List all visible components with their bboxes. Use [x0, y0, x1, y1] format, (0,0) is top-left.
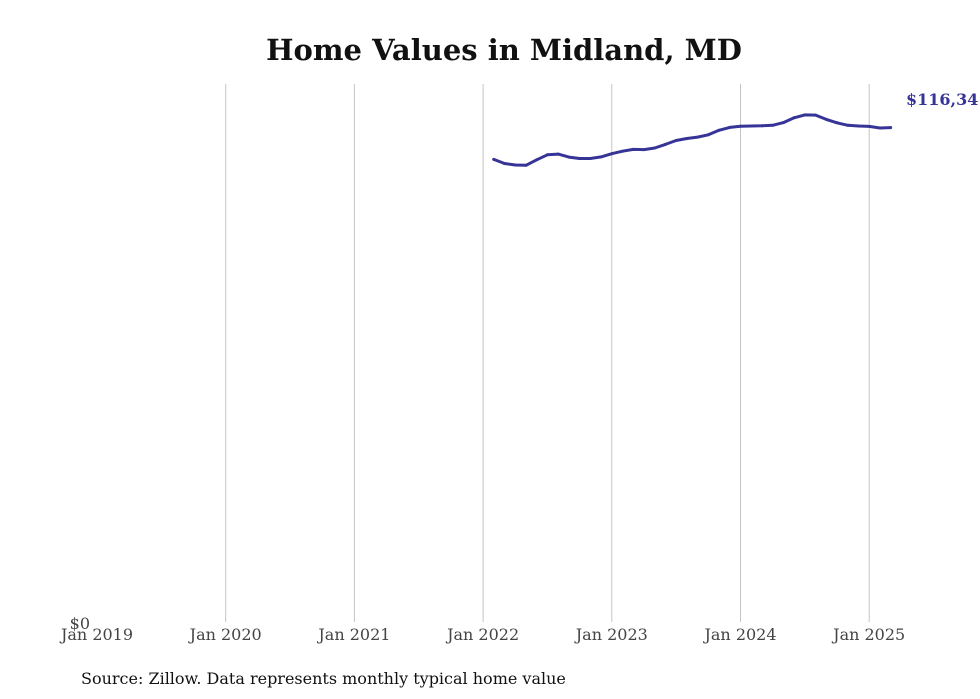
data-point-2022-06	[535, 158, 539, 162]
data-point-2023-10	[706, 133, 710, 137]
x-tick-label-2020: Jan 2020	[188, 625, 262, 644]
data-point-2025-01	[867, 124, 871, 128]
data-point-2023-09	[696, 135, 700, 139]
data-point-2025-03	[889, 126, 893, 130]
data-point-2022-11	[588, 157, 592, 160]
data-point-2023-06	[663, 142, 667, 146]
data-point-2024-07	[803, 113, 807, 117]
x-tick-label-2024: Jan 2024	[702, 625, 776, 644]
data-point-2022-09	[567, 155, 571, 159]
home-value-line	[492, 113, 893, 167]
data-point-2024-11	[846, 123, 850, 127]
data-point-2024-05	[781, 121, 785, 125]
x-axis-tick-labels: Jan 2019 Jan 2020 Jan 2021 Jan 2022 Jan 2023…	[59, 625, 905, 644]
vertical-gridlines	[225, 84, 870, 622]
y-tick-label-0: $0	[70, 614, 90, 633]
data-point-2025-02	[878, 126, 882, 130]
data-point-2023-04	[642, 148, 646, 152]
x-tick-label-2022: Jan 2022	[445, 625, 519, 644]
x-tick-label-2021: Jan 2021	[316, 625, 390, 644]
data-point-2023-08	[685, 137, 689, 140]
data-point-2023-02	[621, 149, 624, 153]
data-point-2024-12	[857, 124, 860, 128]
source-note: Source: Zillow. Data represents monthly …	[81, 669, 566, 688]
data-point-2023-11	[717, 128, 721, 132]
data-point-2024-01	[739, 124, 742, 128]
data-point-2022-05	[524, 163, 528, 167]
chart-title: Home Values in Midland, MD	[266, 33, 742, 67]
data-point-2022-02	[492, 157, 496, 161]
x-tick-label-2025: Jan 2025	[831, 625, 905, 644]
x-tick-label-2019: Jan 2019	[59, 625, 133, 644]
data-point-2022-04	[513, 163, 517, 167]
data-point-2024-09	[824, 117, 828, 121]
data-point-2024-10	[835, 121, 839, 125]
data-point-2022-12	[599, 155, 603, 159]
data-point-2023-03	[631, 147, 635, 151]
data-point-2022-07	[545, 153, 549, 157]
data-point-2022-08	[556, 152, 560, 156]
data-point-2023-12	[728, 125, 732, 129]
data-point-2023-05	[653, 146, 657, 150]
data-point-2024-03	[760, 124, 764, 128]
data-point-2023-01	[610, 152, 614, 156]
latest-value-label: $116,34	[906, 90, 978, 109]
data-point-2022-10	[578, 157, 582, 160]
data-point-2022-03	[503, 162, 506, 165]
data-point-2024-06	[792, 116, 796, 120]
data-point-2023-07	[674, 139, 678, 142]
data-point-2024-08	[814, 113, 818, 117]
x-tick-label-2023: Jan 2023	[574, 625, 648, 644]
home-value-points	[492, 113, 893, 167]
data-point-2024-02	[749, 124, 753, 128]
data-point-2024-04	[771, 123, 775, 127]
